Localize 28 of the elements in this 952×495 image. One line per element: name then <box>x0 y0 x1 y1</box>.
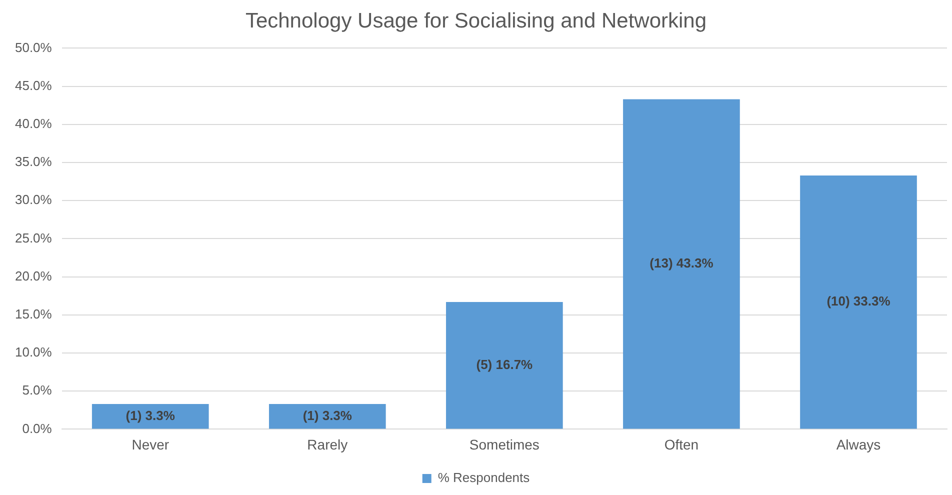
bar <box>623 99 740 429</box>
bar <box>800 175 917 429</box>
y-tick-label: 10.0% <box>14 344 52 360</box>
x-tick-label: Rarely <box>307 436 348 452</box>
y-tick-label: 15.0% <box>14 306 52 322</box>
data-label: (5) 16.7% <box>476 356 534 372</box>
data-label: (1) 3.3% <box>302 408 352 423</box>
x-tick-label: Often <box>664 436 699 452</box>
y-tick-label: 35.0% <box>14 154 52 170</box>
data-label: (1) 3.3% <box>126 408 176 423</box>
bar <box>268 404 386 429</box>
data-label: (13) 43.3% <box>650 256 714 271</box>
x-tick-label: Sometimes <box>469 436 540 452</box>
y-tick-label: 0.0% <box>22 420 52 436</box>
y-tick-label: 50.0% <box>14 40 52 55</box>
x-tick-label: Always <box>836 436 881 452</box>
legend-label: % Respondents <box>438 470 530 486</box>
bar <box>92 404 209 429</box>
y-tick-label: 5.0% <box>22 382 52 398</box>
y-tick-label: 20.0% <box>14 268 52 284</box>
chart-title: Technology Usage for Socialising and Networking <box>245 9 707 32</box>
y-tick-label: 40.0% <box>14 116 52 131</box>
y-tick-label: 25.0% <box>14 230 52 246</box>
y-tick-label: 30.0% <box>14 192 52 208</box>
data-label: (10) 33.3% <box>826 294 891 309</box>
x-tick-label: Never <box>132 436 170 452</box>
bar <box>446 302 563 429</box>
y-tick-label: 45.0% <box>14 78 52 93</box>
